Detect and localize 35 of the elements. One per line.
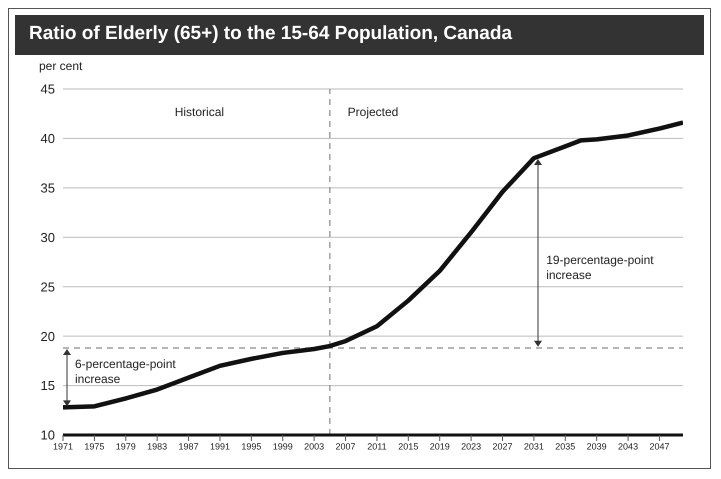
annotation: 6-percentage-point increase xyxy=(75,356,177,387)
x-tick-label: 2011 xyxy=(367,441,387,452)
x-tick-label: 2035 xyxy=(555,441,576,452)
x-tick-label: 2007 xyxy=(336,441,356,452)
x-tick-label: 1991 xyxy=(210,441,230,452)
y-tick-label: 25 xyxy=(40,279,55,294)
x-tick-label: 2027 xyxy=(492,441,513,452)
x-tick-label: 2019 xyxy=(430,441,450,452)
y-tick-label: 10 xyxy=(40,428,55,443)
y-tick-label: 35 xyxy=(40,180,55,196)
y-tick-label: 45 xyxy=(40,82,55,97)
x-tick-label: 1987 xyxy=(178,441,199,452)
x-tick-label: 2047 xyxy=(649,441,670,452)
annotation: 19-percentage-point increase xyxy=(546,252,655,283)
chart-title: Ratio of Elderly (65+) to the 15-64 Population, Canada xyxy=(15,15,704,55)
y-tick-label: 15 xyxy=(40,378,55,394)
x-tick-label: 1975 xyxy=(84,441,104,452)
x-tick-label: 1979 xyxy=(116,441,136,452)
annotation: Projected xyxy=(348,105,398,120)
y-axis-title: per cent xyxy=(39,59,82,73)
annotation: Historical xyxy=(174,105,224,120)
x-tick-label: 1983 xyxy=(147,441,168,452)
x-tick-label: 1999 xyxy=(272,441,293,452)
x-tick-label: 2031 xyxy=(524,441,544,452)
y-tick-label: 30 xyxy=(40,230,55,245)
y-tick-label: 20 xyxy=(40,328,55,344)
line-series xyxy=(63,120,683,410)
x-tick-label: 1971 xyxy=(52,441,74,452)
x-tick-label: 1995 xyxy=(241,441,262,452)
x-tick-label: 2023 xyxy=(461,441,482,452)
x-tick-label: 2039 xyxy=(586,441,607,452)
x-tick-label: 2003 xyxy=(304,441,324,452)
x-tick-label: 2015 xyxy=(398,441,418,452)
y-tick-label: 40 xyxy=(40,131,55,146)
x-tick-label: 2043 xyxy=(618,441,638,452)
